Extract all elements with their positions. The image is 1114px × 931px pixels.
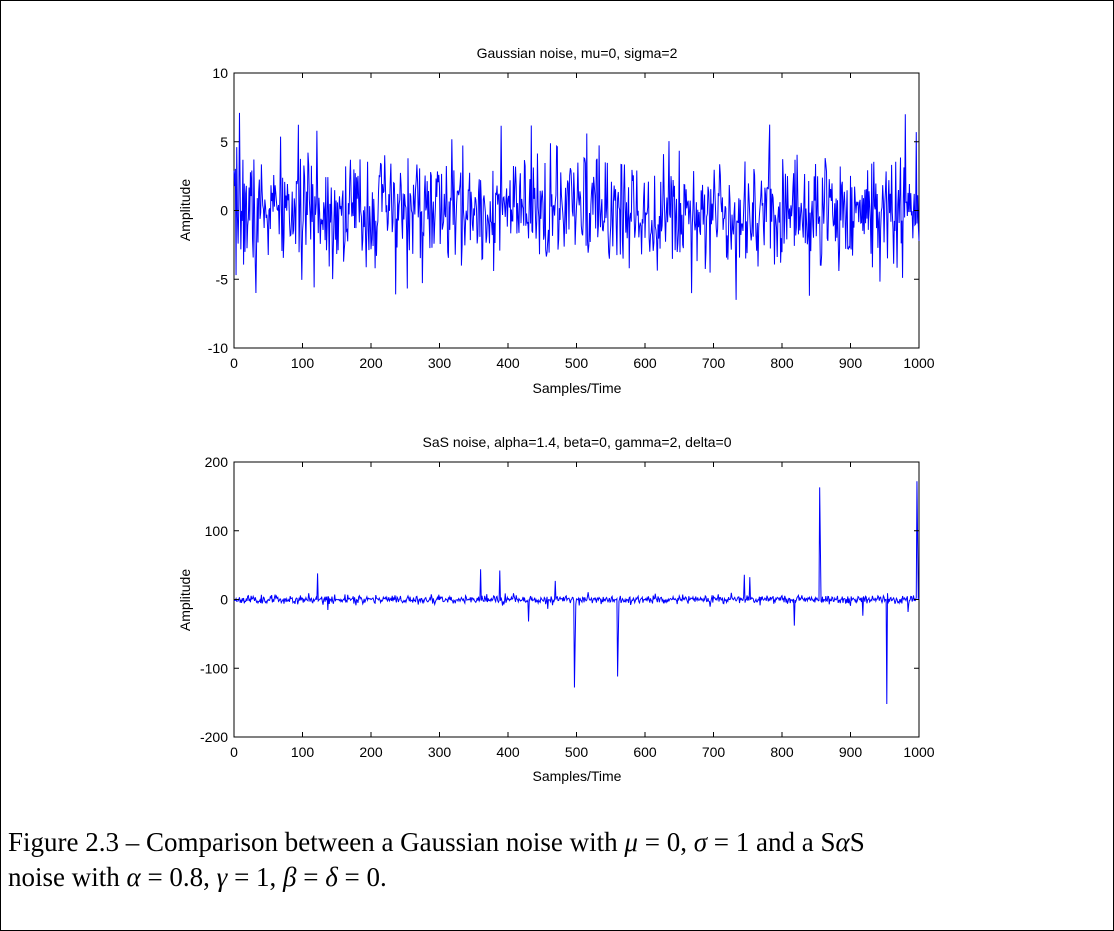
gaussian-noise-plot: Gaussian noise, mu=0, sigma=2 0 100 200 300… bbox=[177, 45, 935, 396]
y-tick-label: 200 bbox=[205, 454, 229, 470]
y-ticks: -10 -5 0 5 10 bbox=[208, 65, 919, 356]
x-tick-label: 200 bbox=[359, 355, 383, 371]
caption-beta: β bbox=[283, 862, 297, 892]
caption-alpha: α bbox=[126, 862, 141, 892]
x-tick-label: 100 bbox=[291, 744, 315, 760]
x-tick-label: 0 bbox=[230, 744, 238, 760]
x-tick-label: 100 bbox=[291, 355, 315, 371]
x-tick-label: 500 bbox=[565, 355, 589, 371]
x-tick-label: 700 bbox=[702, 355, 726, 371]
y-tick-label: -10 bbox=[208, 340, 228, 356]
caption-eqmid: = bbox=[296, 862, 326, 892]
y-tick-label: 100 bbox=[205, 523, 229, 539]
plot-title: Gaussian noise, mu=0, sigma=2 bbox=[477, 45, 678, 61]
x-tick-label: 800 bbox=[770, 355, 794, 371]
sas-noise-plot: SaS noise, alpha=1.4, beta=0, gamma=2, d… bbox=[177, 434, 935, 784]
x-tick-label: 0 bbox=[230, 355, 238, 371]
y-tick-label: -200 bbox=[200, 729, 228, 745]
plot-title: SaS noise, alpha=1.4, beta=0, gamma=2, d… bbox=[422, 434, 731, 450]
caption-s: S bbox=[849, 827, 865, 857]
y-tick-label: 5 bbox=[220, 134, 228, 150]
series-line bbox=[233, 481, 920, 705]
figure-caption: Figure 2.3 – Comparison between a Gaussi… bbox=[8, 825, 1108, 895]
x-tick-label: 1000 bbox=[903, 744, 934, 760]
caption-sigma: σ bbox=[693, 827, 708, 857]
y-tick-label: 0 bbox=[220, 592, 228, 608]
caption-eqend: = 0. bbox=[337, 862, 387, 892]
y-tick-label: -5 bbox=[216, 271, 229, 287]
x-axis-label: Samples/Time bbox=[533, 380, 622, 396]
x-tick-label: 1000 bbox=[903, 355, 934, 371]
x-tick-label: 600 bbox=[633, 744, 657, 760]
x-ticks: 0 100 200 300 400 500 600 700 800 900 1000 bbox=[230, 73, 935, 371]
x-tick-label: 700 bbox=[702, 744, 726, 760]
x-tick-label: 400 bbox=[496, 744, 520, 760]
y-tick-label: -100 bbox=[200, 660, 228, 676]
x-ticks: 0 100 200 300 400 500 600 700 800 900 1000 bbox=[230, 462, 935, 760]
x-tick-label: 600 bbox=[633, 355, 657, 371]
x-tick-label: 500 bbox=[565, 744, 589, 760]
caption-eq1b: = 1, bbox=[227, 862, 284, 892]
series-line-sas bbox=[233, 481, 920, 705]
series-line bbox=[233, 112, 920, 300]
caption-prefix: Figure 2.3 – Comparison between a Gaussi… bbox=[8, 827, 625, 857]
x-tick-label: 300 bbox=[428, 355, 452, 371]
x-tick-label: 800 bbox=[770, 744, 794, 760]
caption-mu: μ bbox=[624, 827, 638, 857]
caption-line2: noise with bbox=[8, 862, 127, 892]
caption-eq1: = 1 and a S bbox=[707, 827, 836, 857]
x-tick-label: 900 bbox=[839, 744, 863, 760]
series-line-gaussian bbox=[233, 112, 920, 300]
y-axis-label: Amplitude bbox=[177, 569, 193, 631]
y-axis-label: Amplitude bbox=[177, 179, 193, 241]
caption-eq0: = 0, bbox=[637, 827, 694, 857]
x-tick-label: 400 bbox=[496, 355, 520, 371]
y-tick-label: 0 bbox=[220, 203, 228, 219]
caption-eq08: = 0.8, bbox=[140, 862, 217, 892]
caption-gamma: γ bbox=[216, 862, 228, 892]
x-tick-label: 900 bbox=[839, 355, 863, 371]
x-axis-label: Samples/Time bbox=[533, 768, 622, 784]
y-ticks: -200 -100 0 100 200 bbox=[200, 454, 919, 745]
caption-alpha-sym: α bbox=[835, 827, 850, 857]
figure-plots: Gaussian noise, mu=0, sigma=2 0 100 200 300… bbox=[177, 45, 935, 784]
y-tick-label: 10 bbox=[212, 65, 228, 81]
x-tick-label: 300 bbox=[428, 744, 452, 760]
x-tick-label: 200 bbox=[359, 744, 383, 760]
caption-delta: δ bbox=[325, 862, 338, 892]
